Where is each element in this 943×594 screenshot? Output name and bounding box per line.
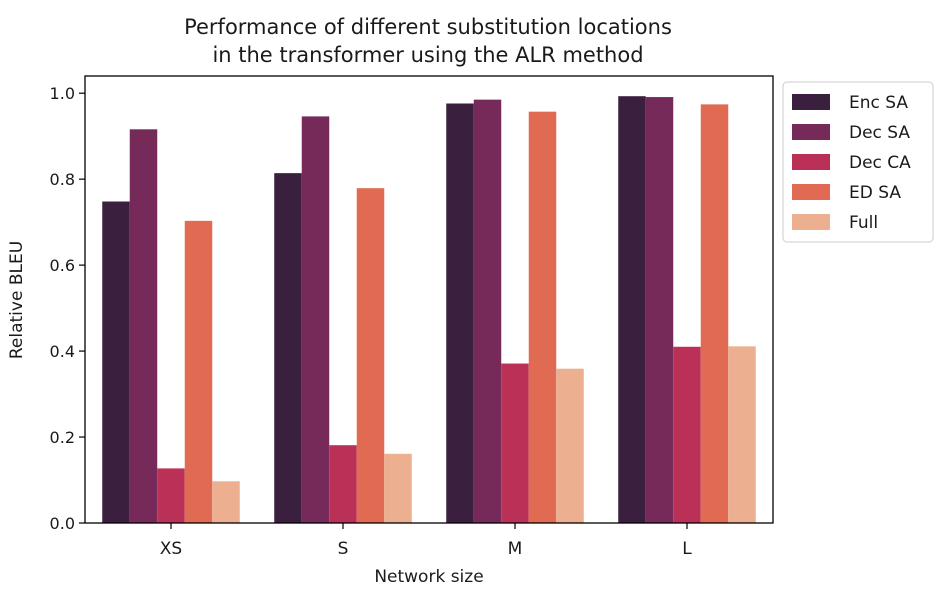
bar-full-l: [728, 346, 756, 523]
bar-full-s: [384, 453, 412, 523]
legend-swatch-ed-sa: [792, 184, 830, 200]
y-axis: 0.0 0.2 0.4 0.6 0.8 1.0: [50, 84, 85, 533]
x-axis: XS S M L: [160, 523, 692, 559]
bar-ed-sa-xs: [184, 220, 213, 523]
bar-enc-sa-l: [618, 96, 646, 523]
bar-dec-ca-xs: [157, 468, 185, 523]
chart-title-line-2: in the transformer using the ALR method: [212, 43, 643, 67]
bar-enc-sa-xs: [102, 201, 130, 523]
legend-label-full: Full: [849, 213, 878, 233]
legend-swatch-full: [792, 214, 830, 230]
legend-label-dec-sa: Dec SA: [849, 123, 910, 143]
x-tick-label-l: L: [682, 539, 692, 559]
bar-ed-sa-m: [528, 111, 557, 524]
bar-dec-sa-s: [301, 116, 330, 524]
bar-enc-sa-s: [274, 173, 302, 523]
bars-group: [102, 96, 756, 524]
y-tick-label: 0.8: [50, 170, 75, 189]
y-tick-label: 0.4: [50, 342, 75, 361]
bar-enc-sa-m: [446, 103, 474, 523]
bar-dec-ca-l: [673, 346, 701, 523]
bar-dec-ca-s: [329, 445, 357, 523]
x-tick-label-xs: XS: [160, 539, 182, 559]
bar-dec-sa-m: [473, 99, 502, 523]
bar-full-m: [556, 368, 584, 523]
bar-dec-ca-m: [501, 363, 529, 523]
legend-frame: [782, 81, 934, 243]
legend-label-enc-sa: Enc SA: [849, 93, 908, 113]
legend-swatch-dec-sa: [792, 124, 830, 140]
y-tick-label: 0.6: [50, 256, 75, 275]
chart-title-line-1: Performance of different substitution lo…: [184, 15, 672, 39]
bar-ed-sa-l: [700, 104, 729, 524]
bar-full-xs: [212, 481, 240, 523]
bar-dec-sa-xs: [129, 129, 158, 524]
y-tick-label: 0.2: [50, 428, 75, 447]
y-axis-label: Relative BLEU: [7, 241, 27, 359]
bar-ed-sa-s: [356, 188, 385, 523]
y-tick-label: 0.0: [50, 514, 75, 533]
y-tick-label: 1.0: [50, 84, 75, 103]
legend-swatch-enc-sa: [792, 94, 830, 110]
x-tick-label-s: S: [338, 539, 349, 559]
plot-frame: [84, 75, 774, 524]
bar-dec-sa-l: [645, 97, 674, 523]
legend-label-ed-sa: ED SA: [849, 183, 901, 203]
x-axis-label: Network size: [374, 567, 483, 587]
x-tick-label-m: M: [508, 539, 523, 559]
legend-label-dec-ca: Dec CA: [849, 153, 911, 173]
legend-swatch-dec-ca: [792, 154, 830, 170]
legend: Enc SA Dec SA Dec CA ED SA Full: [782, 81, 934, 243]
